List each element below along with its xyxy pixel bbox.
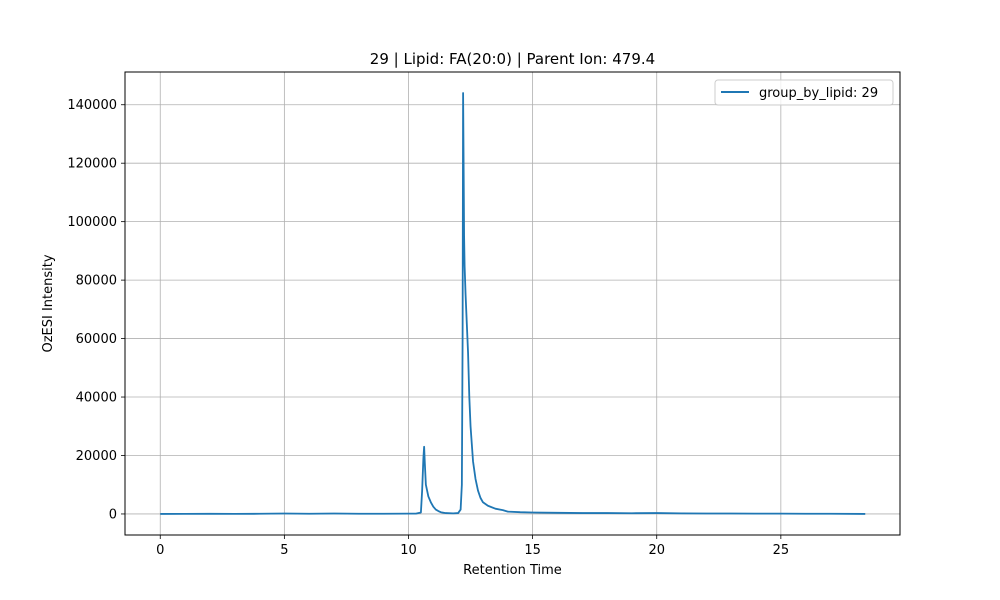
- chart-title: 29 | Lipid: FA(20:0) | Parent Ion: 479.4: [370, 50, 655, 68]
- series-layer: [160, 92, 866, 515]
- y-tick-label: 120000: [67, 157, 117, 172]
- y-tick-label: 20000: [76, 449, 117, 464]
- legend: group_by_lipid: 29: [714, 79, 894, 106]
- series-line-0: [160, 92, 866, 515]
- x-tick-label: 5: [280, 543, 288, 558]
- plot-frame: [124, 71, 901, 536]
- x-tick-label: 10: [400, 543, 417, 558]
- grid-layer: [125, 72, 900, 535]
- y-axis-ticks: 0 20000 40000 60000 80000 100000 120000 140000: [67, 98, 125, 522]
- x-tick-label: 20: [648, 543, 665, 558]
- legend-entry-label: group_by_lipid: 29: [759, 86, 878, 101]
- y-axis-label: OzESI Intensity: [41, 254, 56, 352]
- y-tick-label: 60000: [76, 332, 117, 347]
- x-axis-label: Retention Time: [463, 563, 562, 578]
- x-tick-label: 15: [524, 543, 541, 558]
- y-tick-label: 100000: [67, 215, 117, 230]
- x-axis-ticks: 0 5 10 15 20 25: [156, 535, 789, 558]
- y-tick-label: 0: [109, 507, 117, 522]
- x-tick-label: 25: [773, 543, 790, 558]
- x-tick-label: 0: [156, 543, 164, 558]
- y-tick-label: 80000: [76, 274, 117, 289]
- y-tick-label: 40000: [76, 391, 117, 406]
- y-tick-label: 140000: [67, 98, 117, 113]
- legend-box: [714, 79, 894, 106]
